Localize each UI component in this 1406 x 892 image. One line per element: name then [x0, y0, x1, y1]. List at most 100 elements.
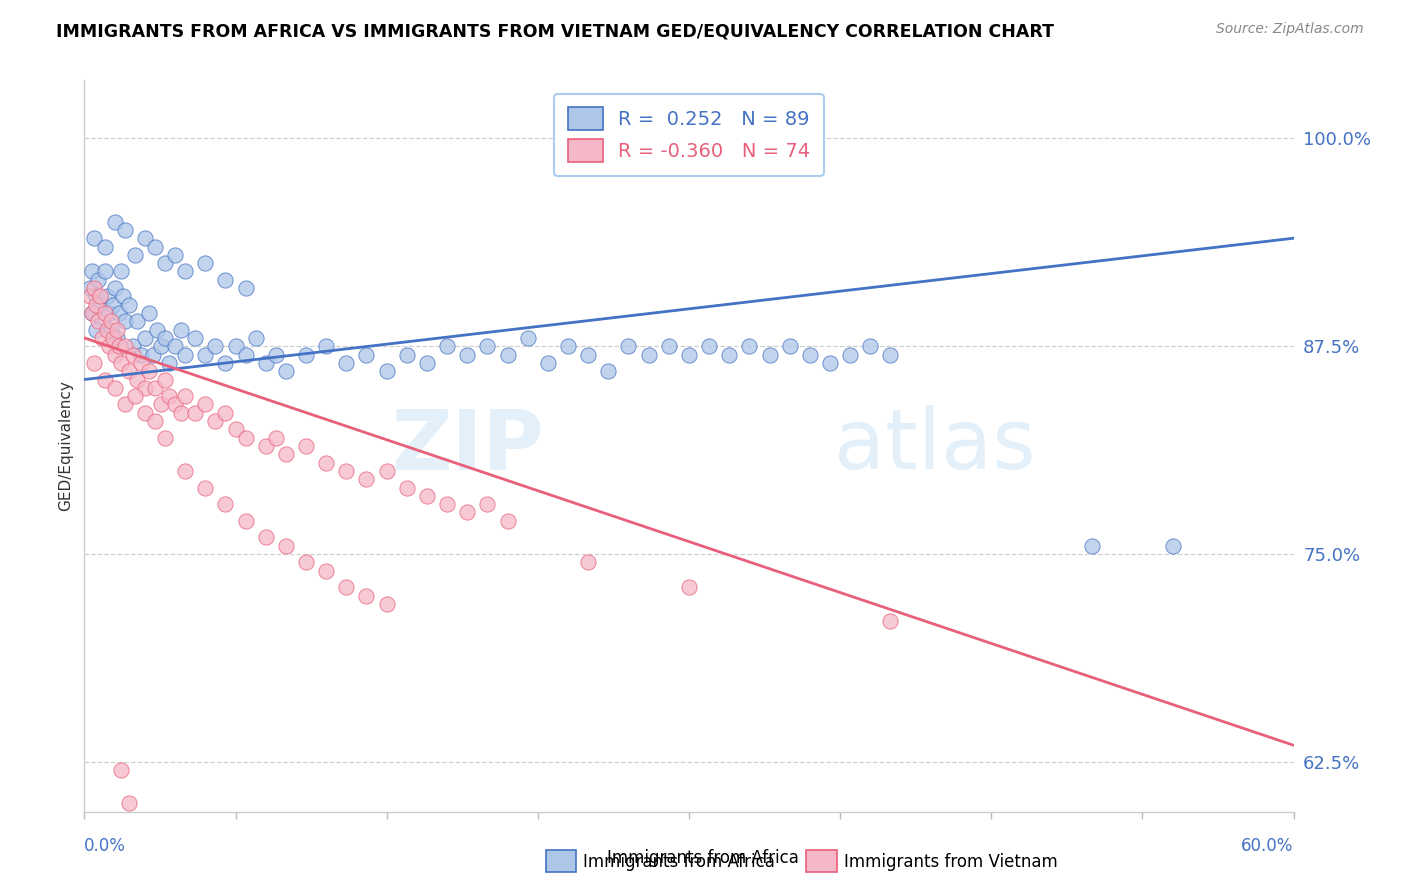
Point — [779, 339, 801, 353]
Point — [477, 339, 499, 353]
Point — [295, 347, 318, 362]
Point — [658, 339, 681, 353]
Point — [153, 256, 176, 270]
Point — [225, 422, 247, 436]
Point — [174, 264, 197, 278]
Point — [557, 339, 579, 353]
Point — [104, 381, 127, 395]
Point — [264, 431, 287, 445]
Point — [375, 464, 398, 478]
Text: Immigrants from Africa: Immigrants from Africa — [583, 853, 775, 871]
Text: IMMIGRANTS FROM AFRICA VS IMMIGRANTS FROM VIETNAM GED/EQUIVALENCY CORRELATION CH: IMMIGRANTS FROM AFRICA VS IMMIGRANTS FRO… — [56, 22, 1054, 40]
Point — [174, 389, 197, 403]
Text: ZIP: ZIP — [391, 406, 544, 486]
Point — [83, 231, 105, 245]
Point — [83, 306, 105, 320]
Point — [637, 347, 659, 362]
Point — [86, 289, 108, 303]
Point — [254, 439, 277, 453]
Point — [718, 347, 741, 362]
Point — [204, 339, 226, 353]
Point — [537, 356, 560, 370]
Point — [114, 314, 136, 328]
Point — [274, 447, 297, 461]
Point — [194, 397, 217, 411]
Point — [118, 364, 141, 378]
Point — [104, 281, 127, 295]
Point — [375, 597, 398, 611]
Point — [315, 564, 337, 578]
Point — [516, 331, 538, 345]
Point — [100, 314, 122, 328]
Point — [295, 555, 318, 569]
Point — [97, 339, 120, 353]
Point — [170, 323, 193, 337]
Point — [100, 323, 122, 337]
Point — [149, 339, 172, 353]
Point — [93, 372, 115, 386]
Point — [184, 331, 207, 345]
FancyBboxPatch shape — [546, 850, 576, 872]
Point — [436, 497, 458, 511]
Point — [235, 514, 257, 528]
Point — [194, 256, 217, 270]
Point — [335, 464, 357, 478]
FancyBboxPatch shape — [806, 850, 837, 872]
Point — [395, 347, 418, 362]
Point — [295, 439, 318, 453]
Point — [496, 347, 519, 362]
Point — [142, 347, 165, 362]
Point — [96, 289, 118, 303]
Point — [105, 323, 128, 337]
Point — [129, 356, 152, 370]
Point — [235, 281, 257, 295]
Point — [165, 339, 187, 353]
Point — [96, 323, 118, 337]
Point — [107, 339, 129, 353]
Text: atlas: atlas — [834, 406, 1036, 486]
Point — [456, 347, 478, 362]
Point — [91, 314, 114, 328]
Point — [315, 456, 337, 470]
Point — [105, 331, 128, 345]
Point — [114, 223, 136, 237]
Point — [110, 264, 132, 278]
Point — [129, 347, 152, 362]
Point — [153, 431, 176, 445]
Point — [214, 497, 236, 511]
Point — [375, 364, 398, 378]
Point — [496, 514, 519, 528]
Point — [110, 763, 132, 777]
Point — [315, 339, 337, 353]
Point — [697, 339, 720, 353]
Point — [456, 506, 478, 520]
Point — [254, 530, 277, 544]
Point — [165, 248, 187, 262]
Point — [214, 273, 236, 287]
Point — [149, 397, 172, 411]
Text: 60.0%: 60.0% — [1241, 837, 1294, 855]
Point — [93, 306, 115, 320]
Text: 0.0%: 0.0% — [84, 837, 127, 855]
Point — [138, 306, 160, 320]
Point — [83, 281, 105, 295]
Point — [879, 347, 901, 362]
Point — [335, 356, 357, 370]
Point — [79, 281, 101, 295]
Point — [194, 347, 217, 362]
Point — [165, 397, 187, 411]
Text: Source: ZipAtlas.com: Source: ZipAtlas.com — [1216, 22, 1364, 37]
Point — [86, 298, 108, 312]
Point — [143, 381, 166, 395]
Point — [157, 356, 180, 370]
Point — [125, 372, 148, 386]
Point — [335, 580, 357, 594]
Point — [93, 264, 115, 278]
Point — [738, 339, 761, 353]
Point — [114, 339, 136, 353]
Point — [839, 347, 862, 362]
Point — [818, 356, 841, 370]
Point — [114, 397, 136, 411]
Point — [124, 248, 146, 262]
Point — [111, 289, 134, 303]
